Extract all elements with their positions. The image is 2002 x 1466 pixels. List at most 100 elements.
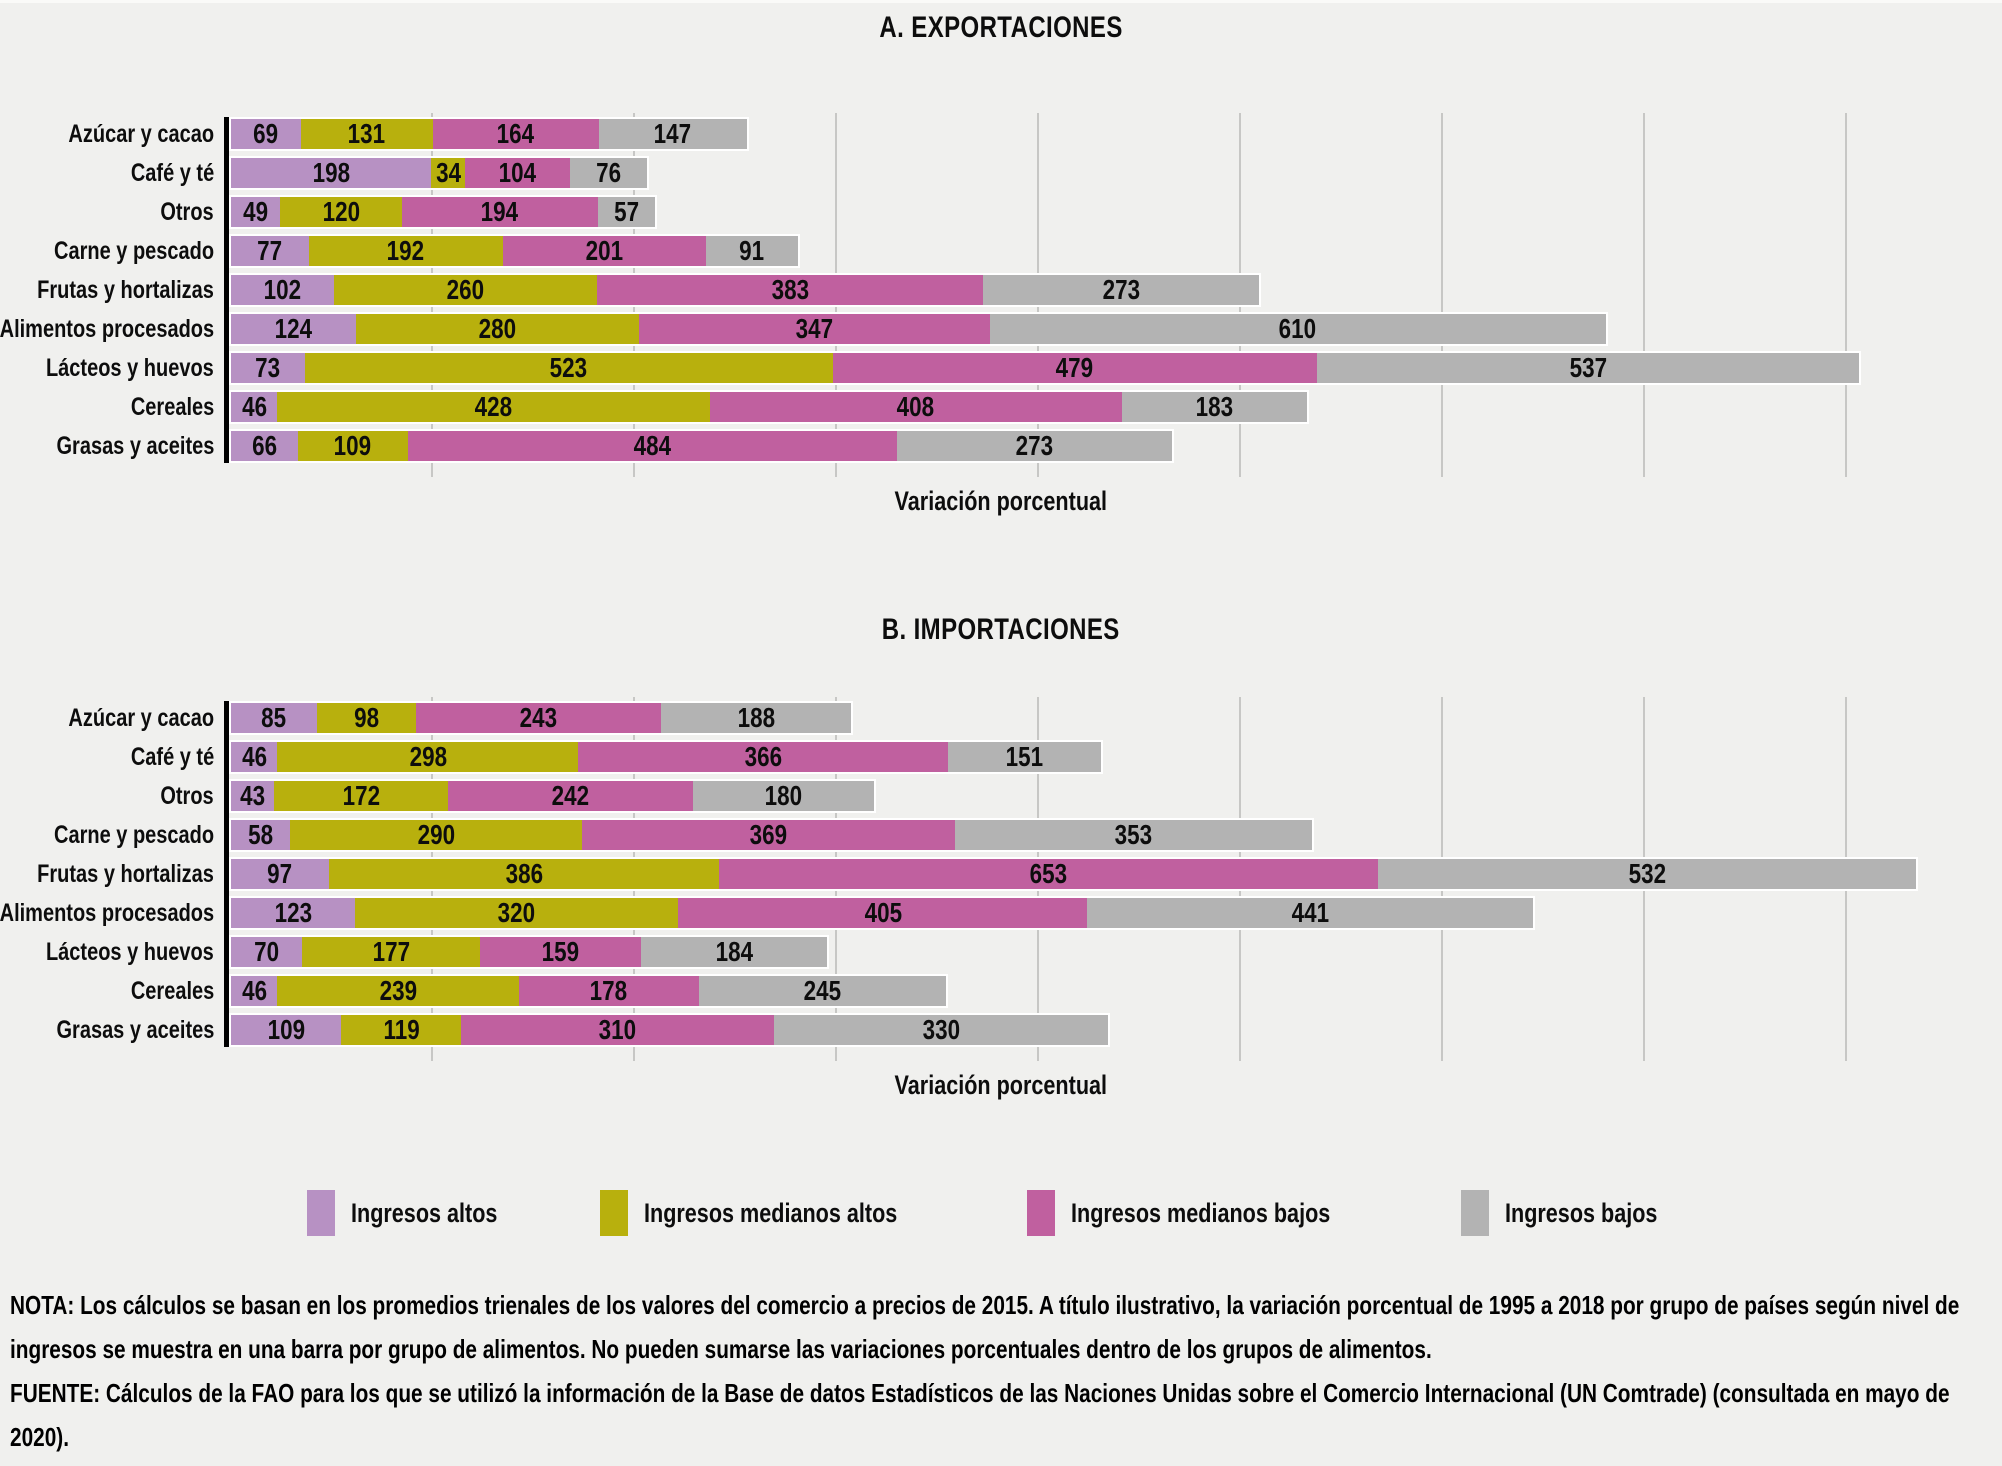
bar-value-label: 109 xyxy=(334,430,372,461)
bar-segment: 484 xyxy=(407,430,897,461)
bar-segment: 192 xyxy=(308,235,503,266)
bar-value-label: 164 xyxy=(497,118,535,149)
bar-value-label: 119 xyxy=(383,1014,420,1045)
bar-row: 124 280 347 610 xyxy=(229,312,1608,346)
category-label-text: Otros xyxy=(160,782,214,810)
category-label-text: Azúcar y cacao xyxy=(68,704,214,732)
legend: Ingresos altos Ingresos medianos altos Ing… xyxy=(0,1189,2002,1237)
bar-segment: 610 xyxy=(989,313,1606,344)
bars-layer: 85 98 243 188 46 298 366 151 43 172 242 180 58 290 369… xyxy=(229,701,1973,1047)
bar-segment: 91 xyxy=(705,235,798,266)
category-label: Café y té xyxy=(0,740,214,774)
category-label-text: Carne y pescado xyxy=(53,237,214,265)
panel-b-chart: Azúcar y cacao Café y té Otros Carne y pesc… xyxy=(0,697,2002,1061)
bar-value-label: 243 xyxy=(519,702,558,733)
bars-layer: 69 131 164 147 198 34 104 76 49 120 194 57 77 192 201 9… xyxy=(229,117,1973,463)
bar-row: 102 260 383 273 xyxy=(229,273,1262,307)
bar-segment: 172 xyxy=(274,780,449,811)
bar-value-label: 290 xyxy=(417,819,455,850)
category-label-text: Frutas y hortalizas xyxy=(37,860,214,888)
bar-row: 70 177 159 184 xyxy=(229,935,829,969)
bar-row: 109 119 310 330 xyxy=(229,1013,1110,1047)
category-label: Azúcar y cacao xyxy=(0,701,214,735)
bar-row: 77 192 201 91 xyxy=(229,234,800,268)
category-label: Lácteos y huevos xyxy=(0,935,214,969)
bar-segment: 123 xyxy=(231,897,356,928)
bar-row: 58 290 369 353 xyxy=(229,818,1314,852)
category-label: Frutas y hortalizas xyxy=(0,857,214,891)
bar-value-label: 85 xyxy=(261,702,287,733)
category-label: Otros xyxy=(0,195,214,229)
bar-value-label: 98 xyxy=(353,702,379,733)
bar-row: 73 523 479 537 xyxy=(229,351,1862,385)
bar-segment: 184 xyxy=(641,936,827,967)
bar-segment: 441 xyxy=(1087,897,1533,928)
bar-segment: 49 xyxy=(231,196,281,227)
bar-value-label: 123 xyxy=(274,897,312,928)
legend-label-text: Ingresos medianos bajos xyxy=(1070,1197,1330,1228)
bar-value-label: 239 xyxy=(379,975,417,1006)
bar-value-label: 124 xyxy=(274,313,313,344)
bar-segment: 183 xyxy=(1121,391,1307,422)
category-label-text: Café y té xyxy=(130,743,214,771)
category-label-text: Otros xyxy=(160,198,214,226)
bar-value-label: 479 xyxy=(1056,352,1094,383)
bar-segment: 330 xyxy=(774,1014,1108,1045)
bar-value-label: 484 xyxy=(633,430,671,461)
bar-segment: 239 xyxy=(277,975,519,1006)
bar-segment: 147 xyxy=(598,118,748,149)
bar-row: 97 386 653 532 xyxy=(229,857,1918,891)
legend-item: Ingresos altos xyxy=(306,1190,534,1236)
bar-row: 66 109 484 273 xyxy=(229,429,1175,463)
bar-value-label: 298 xyxy=(409,741,447,772)
bar-value-label: 383 xyxy=(771,274,809,305)
category-label-text: Cereales xyxy=(130,393,214,421)
category-label: Lácteos y huevos xyxy=(0,351,214,385)
bar-value-label: 49 xyxy=(243,196,269,227)
bar-segment: 532 xyxy=(1378,858,1916,889)
category-label: Grasas y aceites xyxy=(0,429,214,463)
category-column: Azúcar y cacao Café y té Otros Carne y pesc… xyxy=(0,701,224,1047)
legend-swatch xyxy=(599,1190,628,1236)
category-label: Cereales xyxy=(0,390,214,424)
bar-value-label: 353 xyxy=(1114,819,1153,850)
category-label: Alimentos procesados xyxy=(0,896,214,930)
panel-b-title: B. IMPORTACIONES xyxy=(0,613,2002,647)
panel-b-xlabel-text: Variación porcentual xyxy=(894,1070,1108,1100)
bar-row: 49 120 194 57 xyxy=(229,195,658,229)
bar-value-label: 610 xyxy=(1278,313,1317,344)
bar-segment: 76 xyxy=(570,157,648,188)
bar-value-label: 201 xyxy=(585,235,623,266)
category-label: Café y té xyxy=(0,156,214,190)
bar-value-label: 441 xyxy=(1291,897,1329,928)
bar-segment: 57 xyxy=(597,196,656,227)
bar-row: 123 320 405 441 xyxy=(229,896,1535,930)
bar-segment: 369 xyxy=(582,819,956,850)
category-label-text: Café y té xyxy=(130,159,214,187)
bar-segment: 46 xyxy=(231,391,278,422)
bar-segment: 70 xyxy=(231,936,302,967)
bar-segment: 537 xyxy=(1316,352,1860,383)
bar-value-label: 69 xyxy=(253,118,279,149)
bar-value-label: 194 xyxy=(480,196,519,227)
category-label: Grasas y aceites xyxy=(0,1013,214,1047)
bar-segment: 188 xyxy=(661,702,852,733)
category-label: Carne y pescado xyxy=(0,818,214,852)
plot-area: 69 131 164 147 198 34 104 76 49 120 194 57 77 192 201 9… xyxy=(224,113,1973,477)
bar-segment: 97 xyxy=(231,858,329,889)
bar-value-label: 408 xyxy=(897,391,935,422)
bar-segment: 58 xyxy=(231,819,290,850)
bar-row: 69 131 164 147 xyxy=(229,117,750,151)
category-label-text: Alimentos procesados xyxy=(0,899,214,927)
category-label-text: Alimentos procesados xyxy=(0,315,214,343)
bar-value-label: 91 xyxy=(739,235,765,266)
bar-value-label: 183 xyxy=(1195,391,1233,422)
bar-value-label: 97 xyxy=(267,858,293,889)
bar-value-label: 70 xyxy=(253,936,279,967)
legend-label: Ingresos altos xyxy=(351,1198,534,1229)
category-label-text: Lácteos y huevos xyxy=(46,354,214,382)
bar-segment: 366 xyxy=(578,741,949,772)
category-label: Frutas y hortalizas xyxy=(0,273,214,307)
bar-value-label: 159 xyxy=(542,936,580,967)
